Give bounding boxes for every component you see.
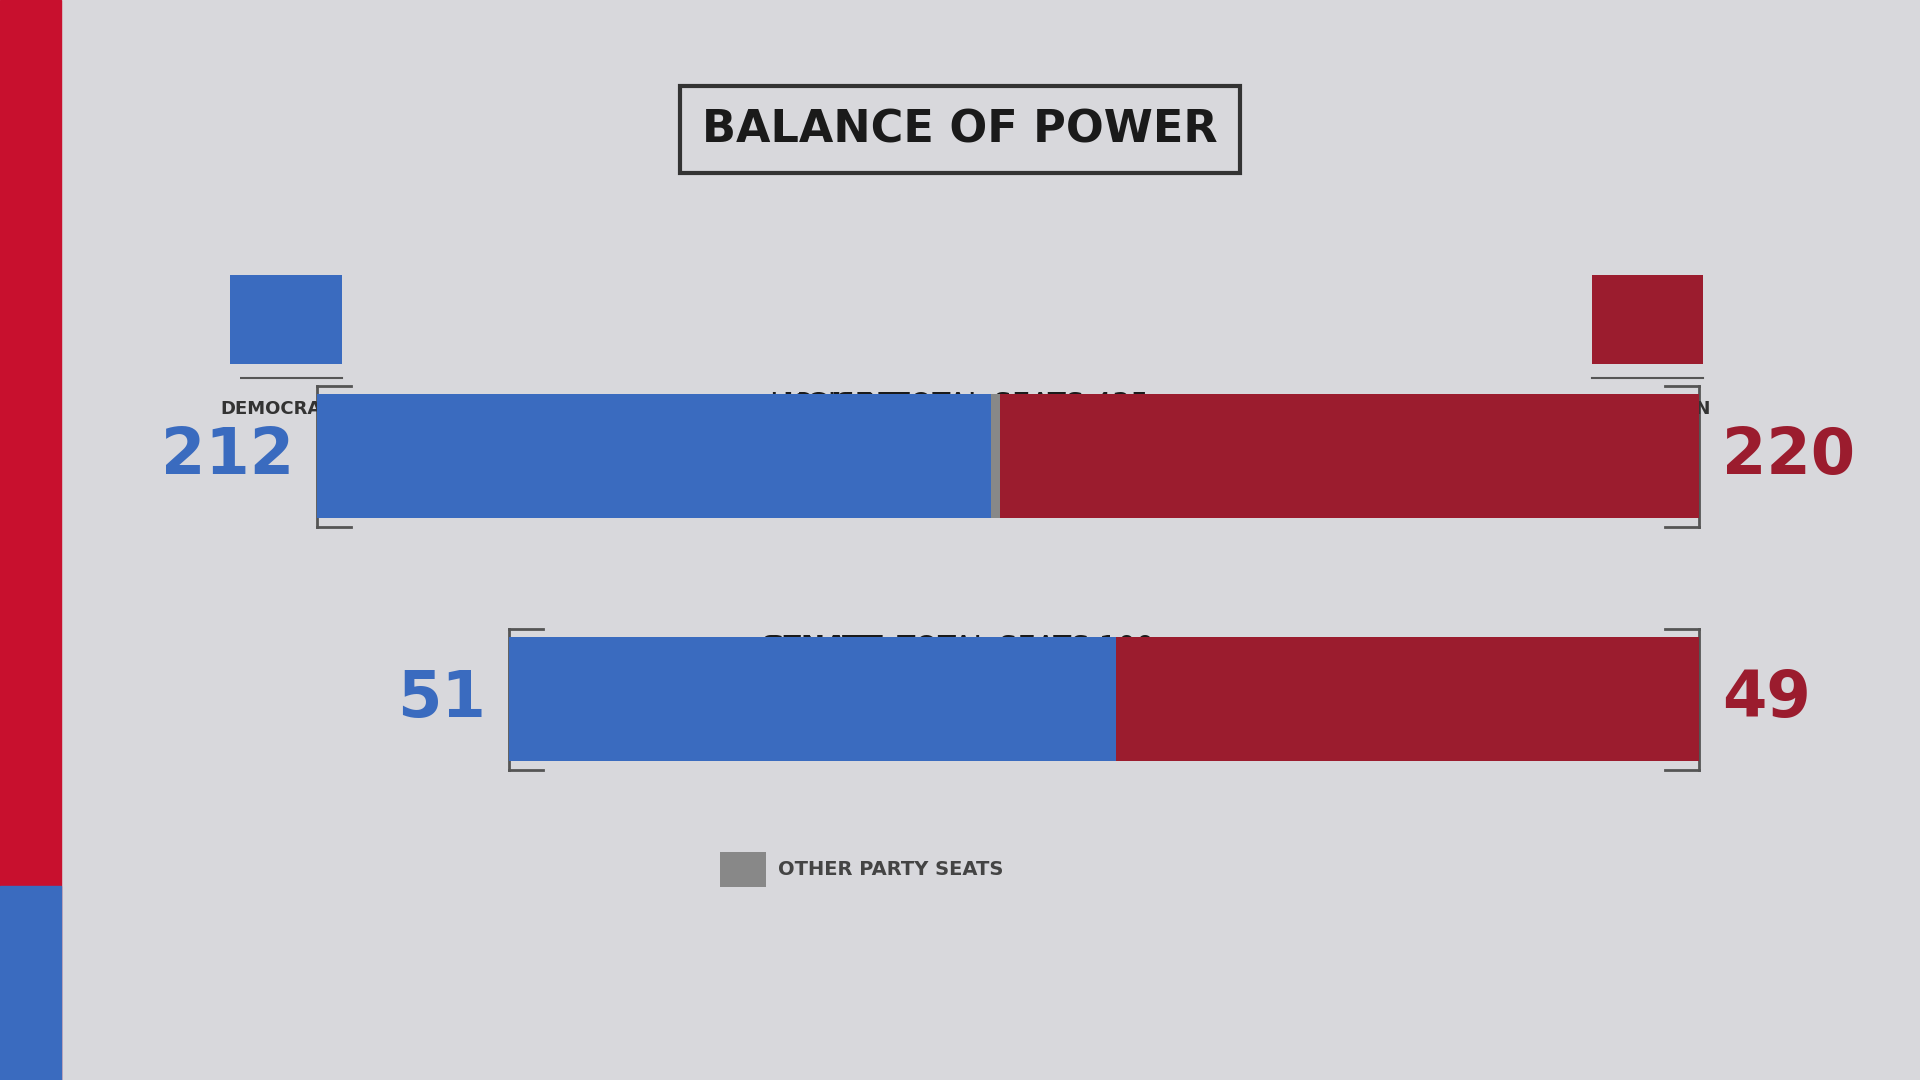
Text: D: D xyxy=(271,300,301,339)
Text: 49: 49 xyxy=(1722,669,1811,730)
Text: ✓: ✓ xyxy=(1620,432,1663,481)
Text: 51: 51 xyxy=(397,669,486,730)
Text: HOUSE:: HOUSE: xyxy=(781,391,908,419)
Text: REPUBLICAN: REPUBLICAN xyxy=(1584,400,1711,418)
Text: SENATE: TOTAL SEATS 100: SENATE: TOTAL SEATS 100 xyxy=(766,634,1154,662)
Text: DEMOCRATIC: DEMOCRATIC xyxy=(221,400,351,418)
Text: 220: 220 xyxy=(1722,426,1855,487)
Text: SENATE:: SENATE: xyxy=(760,634,899,662)
Text: HOUSE: TOTAL SEATS 435: HOUSE: TOTAL SEATS 435 xyxy=(770,391,1150,419)
Text: R: R xyxy=(1632,300,1663,339)
Text: OTHER PARTY SEATS: OTHER PARTY SEATS xyxy=(778,860,1002,879)
Text: ★: ★ xyxy=(19,291,42,314)
Text: ✓: ✓ xyxy=(564,675,607,724)
Text: ★: ★ xyxy=(19,204,42,228)
Text: BALANCE OF POWER: BALANCE OF POWER xyxy=(703,108,1217,151)
Text: 212: 212 xyxy=(161,426,294,487)
